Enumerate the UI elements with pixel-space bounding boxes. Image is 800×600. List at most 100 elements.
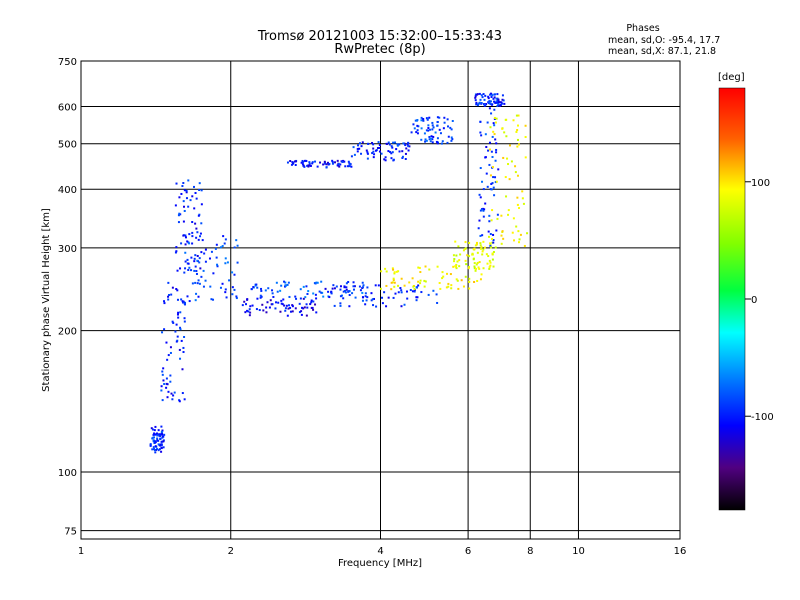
data-point	[403, 142, 406, 145]
stats-header: Phases	[626, 23, 659, 34]
data-point	[216, 265, 219, 268]
data-point	[379, 287, 382, 290]
data-point	[485, 253, 488, 256]
data-point	[357, 144, 360, 147]
data-point	[450, 136, 453, 139]
data-point	[184, 251, 187, 254]
data-point	[195, 227, 198, 230]
data-point	[483, 246, 486, 249]
data-point	[495, 117, 498, 120]
data-point	[305, 285, 308, 288]
data-point	[262, 309, 265, 312]
data-point	[446, 272, 449, 275]
data-point	[336, 164, 339, 167]
data-point	[183, 189, 186, 192]
data-point	[340, 294, 343, 297]
data-point	[154, 445, 157, 448]
data-point	[516, 124, 519, 127]
data-point	[184, 301, 187, 304]
data-point	[428, 135, 431, 138]
data-point	[392, 277, 395, 280]
data-point	[173, 391, 176, 394]
data-point	[361, 141, 364, 144]
data-point	[235, 297, 238, 300]
data-point	[330, 292, 333, 295]
data-point	[414, 119, 417, 122]
y-tick-label: 400	[58, 185, 77, 196]
data-point	[285, 284, 288, 287]
data-point	[504, 176, 507, 179]
data-point	[183, 398, 186, 401]
data-point	[420, 138, 423, 141]
data-point	[169, 380, 172, 383]
data-point	[210, 250, 213, 253]
data-point	[487, 97, 490, 100]
data-point	[249, 311, 252, 314]
data-point	[400, 277, 403, 280]
data-point	[374, 284, 377, 287]
data-point	[179, 267, 182, 270]
data-point	[494, 181, 497, 184]
data-point	[503, 131, 506, 134]
data-point	[246, 309, 249, 312]
data-point	[224, 288, 227, 291]
data-point	[471, 253, 474, 256]
data-point	[252, 286, 255, 289]
data-point	[491, 237, 494, 240]
data-point	[204, 248, 207, 251]
data-point	[294, 163, 297, 166]
data-point	[359, 289, 362, 292]
data-point	[182, 200, 185, 203]
data-point	[416, 132, 419, 135]
data-point	[496, 217, 499, 220]
data-point	[235, 239, 238, 242]
data-point	[313, 282, 316, 285]
data-point	[482, 188, 485, 191]
y-tick-label: 750	[58, 57, 77, 68]
data-point	[362, 296, 365, 299]
data-point	[167, 298, 170, 301]
data-point	[171, 286, 174, 289]
data-point	[512, 217, 515, 220]
data-point	[308, 162, 311, 165]
data-point	[501, 98, 504, 101]
grid-lines	[81, 60, 680, 539]
data-point	[315, 311, 318, 314]
colorbar-tick-label: 0	[751, 295, 757, 306]
data-point	[496, 93, 499, 96]
data-point	[172, 394, 175, 397]
data-point	[491, 135, 494, 138]
data-point	[310, 301, 313, 304]
data-point	[202, 285, 205, 288]
data-point	[280, 284, 283, 287]
data-point	[490, 188, 493, 191]
data-point	[156, 434, 159, 437]
data-point	[451, 138, 454, 141]
data-point	[490, 219, 493, 222]
data-point	[199, 267, 202, 270]
data-point	[420, 119, 423, 122]
data-point	[158, 444, 161, 447]
data-point	[419, 282, 422, 285]
data-point	[500, 234, 503, 237]
data-point	[159, 437, 162, 440]
data-point	[500, 242, 503, 245]
data-point	[443, 121, 446, 124]
data-point	[477, 266, 480, 269]
data-point	[475, 103, 478, 106]
data-point	[177, 221, 180, 224]
data-points	[149, 92, 529, 454]
data-point	[160, 432, 163, 435]
data-point	[488, 267, 491, 270]
data-point	[491, 252, 494, 255]
data-point	[374, 149, 377, 152]
data-point	[483, 103, 486, 106]
data-point	[476, 261, 479, 264]
data-point	[271, 303, 274, 306]
data-point	[436, 116, 439, 119]
data-point	[418, 266, 421, 269]
data-point	[407, 149, 410, 152]
data-point	[428, 268, 431, 271]
data-point	[223, 242, 226, 245]
data-point	[487, 255, 490, 258]
